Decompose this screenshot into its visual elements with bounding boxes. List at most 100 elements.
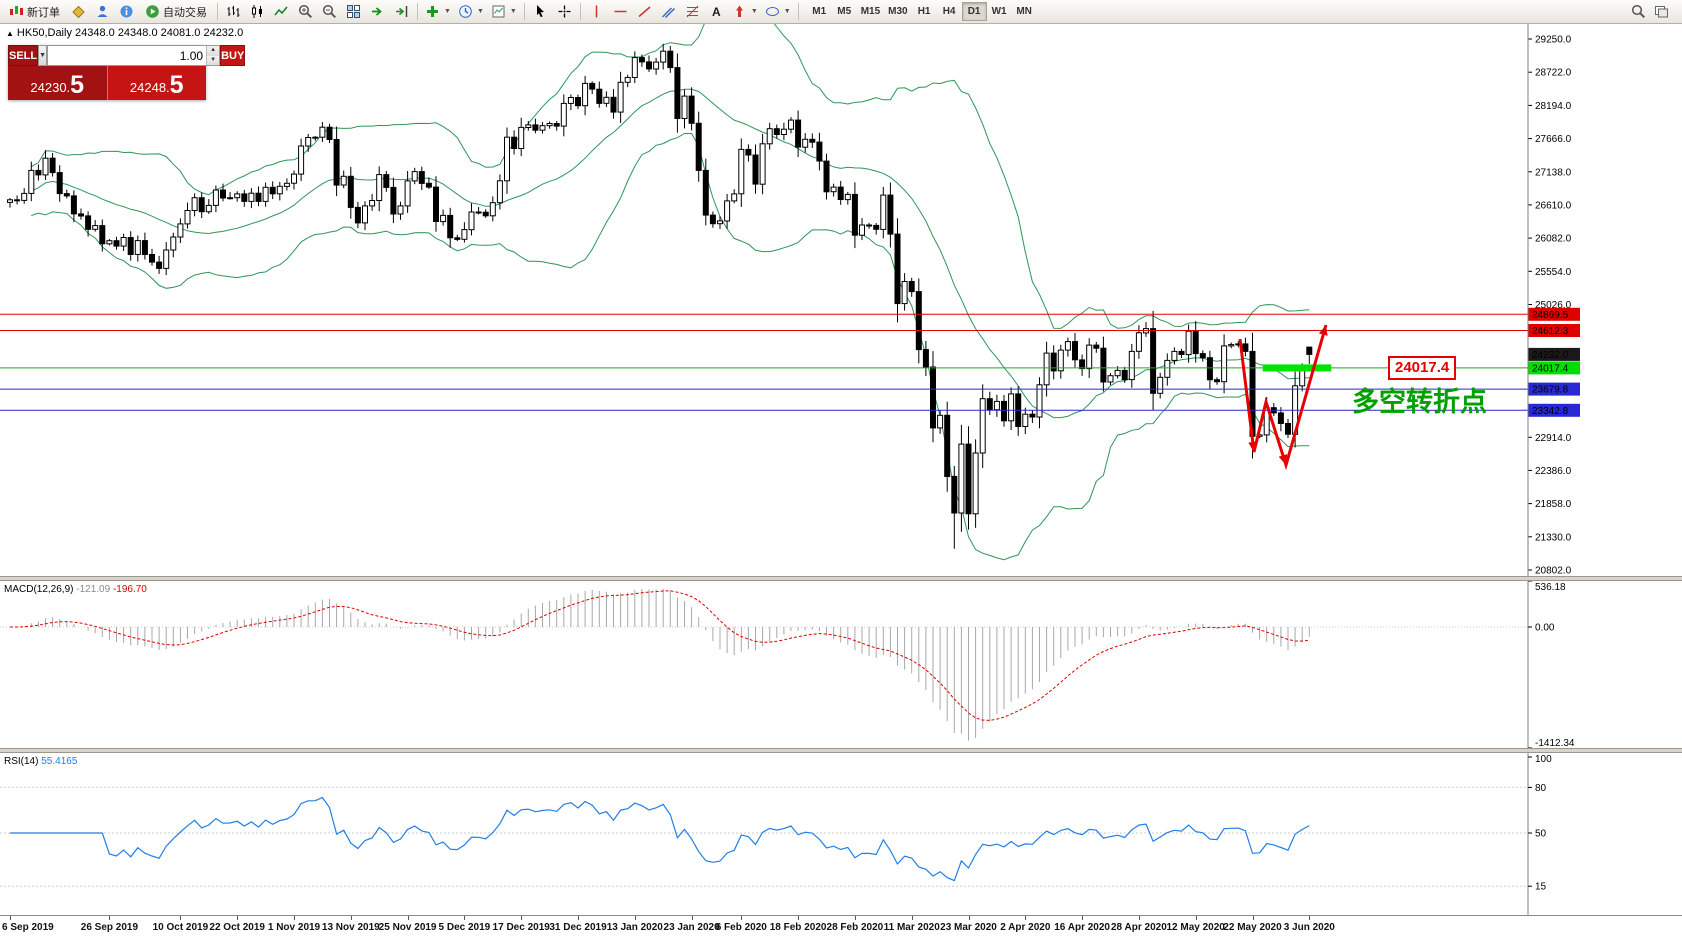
date-tick-label: 2 Apr 2020 [1000,922,1051,933]
horizontal-line-button[interactable] [609,1,632,22]
date-tick-label: 18 Feb 2020 [769,922,827,933]
date-tick-label: 6 Feb 2020 [715,922,767,933]
timeframe-group: M1 M5 M15 M30 H1 H4 D1 W1 MN [807,2,1037,21]
vertical-line-button[interactable] [585,1,608,22]
date-tick [521,916,523,920]
price-tag [1528,307,1580,321]
line-chart-icon [274,6,288,16]
date-tick [407,916,409,920]
stepper-up-icon[interactable]: ▲ [207,46,220,56]
timeframe-mn-button[interactable]: MN [1012,2,1037,21]
volume-input[interactable] [48,46,207,65]
macd-name: MACD(12,26,9) [4,584,74,595]
stepper-down-icon[interactable]: ▼ [207,55,220,65]
svg-text:20802.0: 20802.0 [1535,566,1572,577]
toolbar-separator [579,3,581,20]
zoom-out-button[interactable] [318,1,341,22]
template-button[interactable]: ▼ [488,1,520,22]
crosshair-button[interactable] [553,1,576,22]
buy-button[interactable]: BUY [220,45,246,66]
date-tick [237,916,239,920]
timeframe-m1-button[interactable]: M1 [807,2,832,21]
rsi-name: RSI(14) [4,756,39,767]
market-watch-button[interactable] [67,1,90,22]
trendline-button[interactable] [633,1,656,22]
date-tick-label: 26 Sep 2019 [80,922,139,933]
svg-text:27138.0: 27138.0 [1535,167,1572,178]
rsi-panel-divider[interactable] [0,748,1682,753]
date-tick-label: 6 Sep 2019 [2,922,54,933]
zoom-in-icon [298,4,313,19]
price-chart[interactable]: 20802.0 21330.0 21858.0 22386.0 22914.0 25026… [0,24,1682,576]
shapes-tool-button[interactable]: ▼ [762,1,794,22]
macd-panel-divider[interactable] [0,576,1682,581]
bar-chart-button[interactable] [222,1,245,22]
timeframe-h4-button[interactable]: H4 [937,2,962,21]
date-tick-label: 23 Mar 2020 [940,922,997,933]
macd-panel[interactable]: 536.18 0.00 -1412.34 [0,581,1682,748]
fibonacci-button[interactable] [681,1,704,22]
arrows-tool-button[interactable]: ▼ [729,1,761,22]
timeframe-m5-button[interactable]: M5 [832,2,857,21]
buy-price-main: 24248. [129,80,170,95]
line-chart-button[interactable] [270,1,293,22]
autotrading-button[interactable]: 自动交易 [139,1,213,22]
chevron-down-icon: ▼ [476,8,484,15]
rsi-panel[interactable]: 100 80 50 15 [0,753,1682,915]
price-tag [1528,347,1580,361]
data-window-button[interactable] [91,1,114,22]
date-tick [109,916,111,920]
sell-button[interactable]: SELL [8,45,39,66]
date-tick-label: 11 Mar 2020 [883,922,940,933]
timeframe-w1-button[interactable]: W1 [987,2,1012,21]
trendline-icon [638,6,651,18]
auto-scroll-button[interactable] [366,1,389,22]
symbol-info: ▲ HK50,Daily 24348.0 24348.0 24081.0 2423… [6,27,243,39]
volume-stepper[interactable]: ▲ ▼ [206,46,220,65]
new-order-button[interactable]: 新订单 [3,1,66,22]
timeframe-m30-button[interactable]: M30 [884,2,911,21]
collapse-triangle-icon: ▲ [6,29,14,38]
zoom-in-button[interactable] [294,1,317,22]
windows-layout-button[interactable] [1650,1,1673,22]
tile-windows-icon [347,5,360,18]
date-tick-label: 28 Feb 2020 [826,922,884,933]
volume-dropdown-button[interactable]: ▼ [38,45,48,66]
timeframe-m15-button[interactable]: M15 [857,2,884,21]
date-tick-label: 22 Oct 2019 [209,922,265,933]
periods-button[interactable]: ▼ [455,1,487,22]
date-tick [1252,916,1254,920]
price-annotation-box[interactable]: 24017.4 [1388,356,1457,380]
text-tool-button[interactable]: A [705,1,728,22]
tile-windows-button[interactable] [342,1,365,22]
search-button[interactable] [1627,1,1650,22]
add-indicator-button[interactable]: ▼ [422,1,454,22]
candlestick-chart-button[interactable] [246,1,269,22]
date-tick-label: 17 Dec 2019 [492,922,550,933]
navigator-button[interactable] [115,1,138,22]
turning-point-label[interactable]: 多空转折点 [1352,387,1487,417]
equidistant-channel-button[interactable] [657,1,680,22]
chart-shift-button[interactable] [390,1,413,22]
trend-arrows-drawing[interactable] [1238,324,1328,471]
svg-text:24017.4: 24017.4 [1532,363,1569,374]
buy-price-button[interactable]: 24248. 5 [106,66,206,100]
horizontal-lines: 24869.5 24612.3 24232.0 24017.4 23679.8 23342… [0,307,1580,417]
timeframe-h1-button[interactable]: H1 [912,2,937,21]
bar-chart-icon [227,6,240,17]
macd-signal-value: -196.70 [112,584,147,595]
date-tick [1025,916,1027,920]
date-tick-label: 12 May 2020 [1166,922,1225,933]
rsi-subwindow: 100 80 50 15 RSI(14) 55.4165 [0,753,1682,915]
time-axis[interactable]: 6 Sep 2019 26 Sep 2019 10 Oct 2019 22 Oct 2… [0,915,1682,947]
timeframe-d1-button[interactable]: D1 [961,2,987,21]
one-click-trade-panel: SELL ▼ ▲▼ BUY 24230.5 24248.5 [8,45,246,100]
support-zone-highlight[interactable] [1262,364,1332,372]
date-tick [798,916,800,920]
date-tick [180,916,182,920]
date-tick-label: 28 Apr 2020 [1111,922,1167,933]
cursor-button[interactable] [529,1,552,22]
info-icon [120,5,133,18]
sell-price-button[interactable]: 24230. 5 [8,66,107,100]
template-icon [492,5,505,18]
